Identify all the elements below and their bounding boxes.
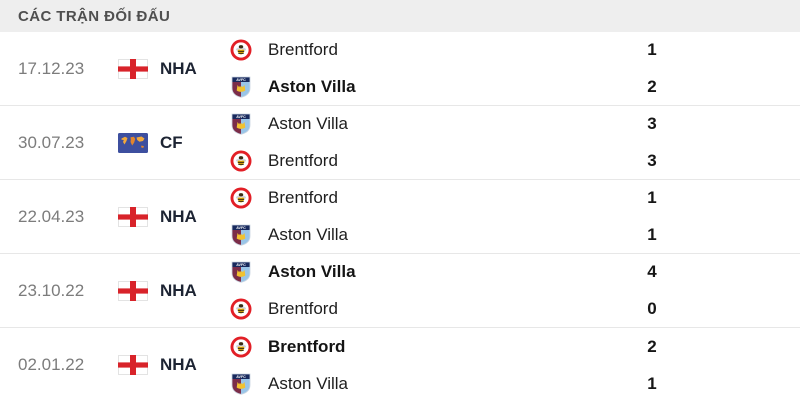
- match-row: 22.04.23 NHA: [0, 180, 800, 254]
- match-date: 17.12.23: [18, 58, 85, 78]
- teams: AVFC Aston Villa 4: [230, 254, 674, 327]
- brentford-logo-icon: AVFC: [230, 39, 252, 61]
- svg-text:AVFC: AVFC: [236, 226, 246, 230]
- team-row: AVFC Aston Villa 2: [230, 70, 674, 104]
- team-row: AVFC Brentford 3: [230, 144, 674, 178]
- team-score: 4: [647, 262, 657, 281]
- team-name: Aston Villa: [268, 262, 356, 281]
- svg-text:AVFC: AVFC: [236, 263, 246, 267]
- team-score: 3: [647, 114, 657, 133]
- team-name: Brentford: [268, 40, 338, 59]
- team-score: 0: [647, 299, 657, 318]
- team-row: AVFC Brentford 1: [230, 181, 674, 215]
- teams: AVFC Brentford 1: [230, 180, 674, 253]
- aston-villa-logo-icon: AVFC: [230, 261, 252, 283]
- match-list: 17.12.23 NHA: [0, 32, 800, 400]
- aston-villa-logo-icon: AVFC: [230, 76, 252, 98]
- team-name: Brentford: [268, 299, 338, 318]
- competition: NHA: [118, 180, 230, 253]
- england-flag-icon: [118, 355, 148, 375]
- team-row: AVFC Brentford 0: [230, 292, 674, 326]
- aston-villa-logo-icon: AVFC: [230, 113, 252, 135]
- team-score: 3: [647, 151, 657, 170]
- team-row: AVFC Aston Villa 1: [230, 367, 674, 400]
- team-name: Aston Villa: [268, 114, 349, 133]
- match-date: 22.04.23: [18, 206, 85, 226]
- team-score: 1: [647, 225, 657, 244]
- team-name: Aston Villa: [268, 225, 349, 244]
- panel-title: CÁC TRẬN ĐỐI ĐẤU: [18, 7, 171, 25]
- team-row: AVFC Aston Villa 1: [230, 218, 674, 252]
- team-row: AVFC Aston Villa 4: [230, 255, 674, 289]
- competition: NHA: [118, 32, 230, 105]
- svg-text:AVFC: AVFC: [236, 115, 246, 119]
- svg-text:AVFC: AVFC: [236, 374, 246, 378]
- world-flag-icon: [118, 132, 148, 153]
- panel-header: CÁC TRẬN ĐỐI ĐẤU: [0, 0, 800, 32]
- match-row: 23.10.22 NHA: [0, 254, 800, 328]
- competition: CF: [118, 106, 230, 179]
- competition-code: NHA: [160, 355, 197, 374]
- match-row: 17.12.23 NHA: [0, 32, 800, 106]
- brentford-logo-icon: AVFC: [230, 187, 252, 209]
- match-date: 02.01.22: [18, 355, 85, 374]
- team-name: Brentford: [268, 151, 338, 170]
- brentford-logo-icon: AVFC: [230, 336, 252, 358]
- competition-code: NHA: [160, 206, 197, 226]
- aston-villa-logo-icon: AVFC: [230, 224, 252, 246]
- match-row: 02.01.22 NHA: [0, 328, 800, 400]
- competition-code: NHA: [160, 58, 197, 78]
- teams: AVFC Brentford 1: [230, 32, 674, 105]
- team-name: Brentford: [268, 336, 346, 356]
- team-row: AVFC Brentford 1: [230, 33, 674, 67]
- competition-code: NHA: [160, 280, 197, 300]
- match-row: 30.07.23 CF: [0, 106, 800, 180]
- team-score: 1: [647, 188, 657, 207]
- team-score: 2: [647, 77, 657, 96]
- england-flag-icon: [118, 206, 148, 227]
- match-date: 30.07.23: [18, 132, 85, 152]
- svg-text:AVFC: AVFC: [236, 78, 246, 82]
- team-name: Aston Villa: [268, 77, 356, 96]
- team-score: 1: [647, 40, 657, 59]
- team-row: AVFC Brentford 2: [230, 330, 674, 364]
- england-flag-icon: [118, 58, 148, 79]
- team-name: Brentford: [268, 188, 338, 207]
- brentford-logo-icon: AVFC: [230, 150, 252, 172]
- match-date: 23.10.22: [18, 280, 85, 300]
- team-name: Aston Villa: [268, 373, 349, 393]
- teams: AVFC Brentford 2: [230, 328, 674, 400]
- aston-villa-logo-icon: AVFC: [230, 373, 252, 395]
- competition: NHA: [118, 328, 230, 400]
- competition: NHA: [118, 254, 230, 327]
- brentford-logo-icon: AVFC: [230, 298, 252, 320]
- competition-code: CF: [160, 132, 183, 152]
- team-score: 2: [647, 336, 657, 356]
- teams: AVFC Aston Villa 3: [230, 106, 674, 179]
- team-row: AVFC Aston Villa 3: [230, 107, 674, 141]
- england-flag-icon: [118, 280, 148, 301]
- team-score: 1: [647, 373, 657, 393]
